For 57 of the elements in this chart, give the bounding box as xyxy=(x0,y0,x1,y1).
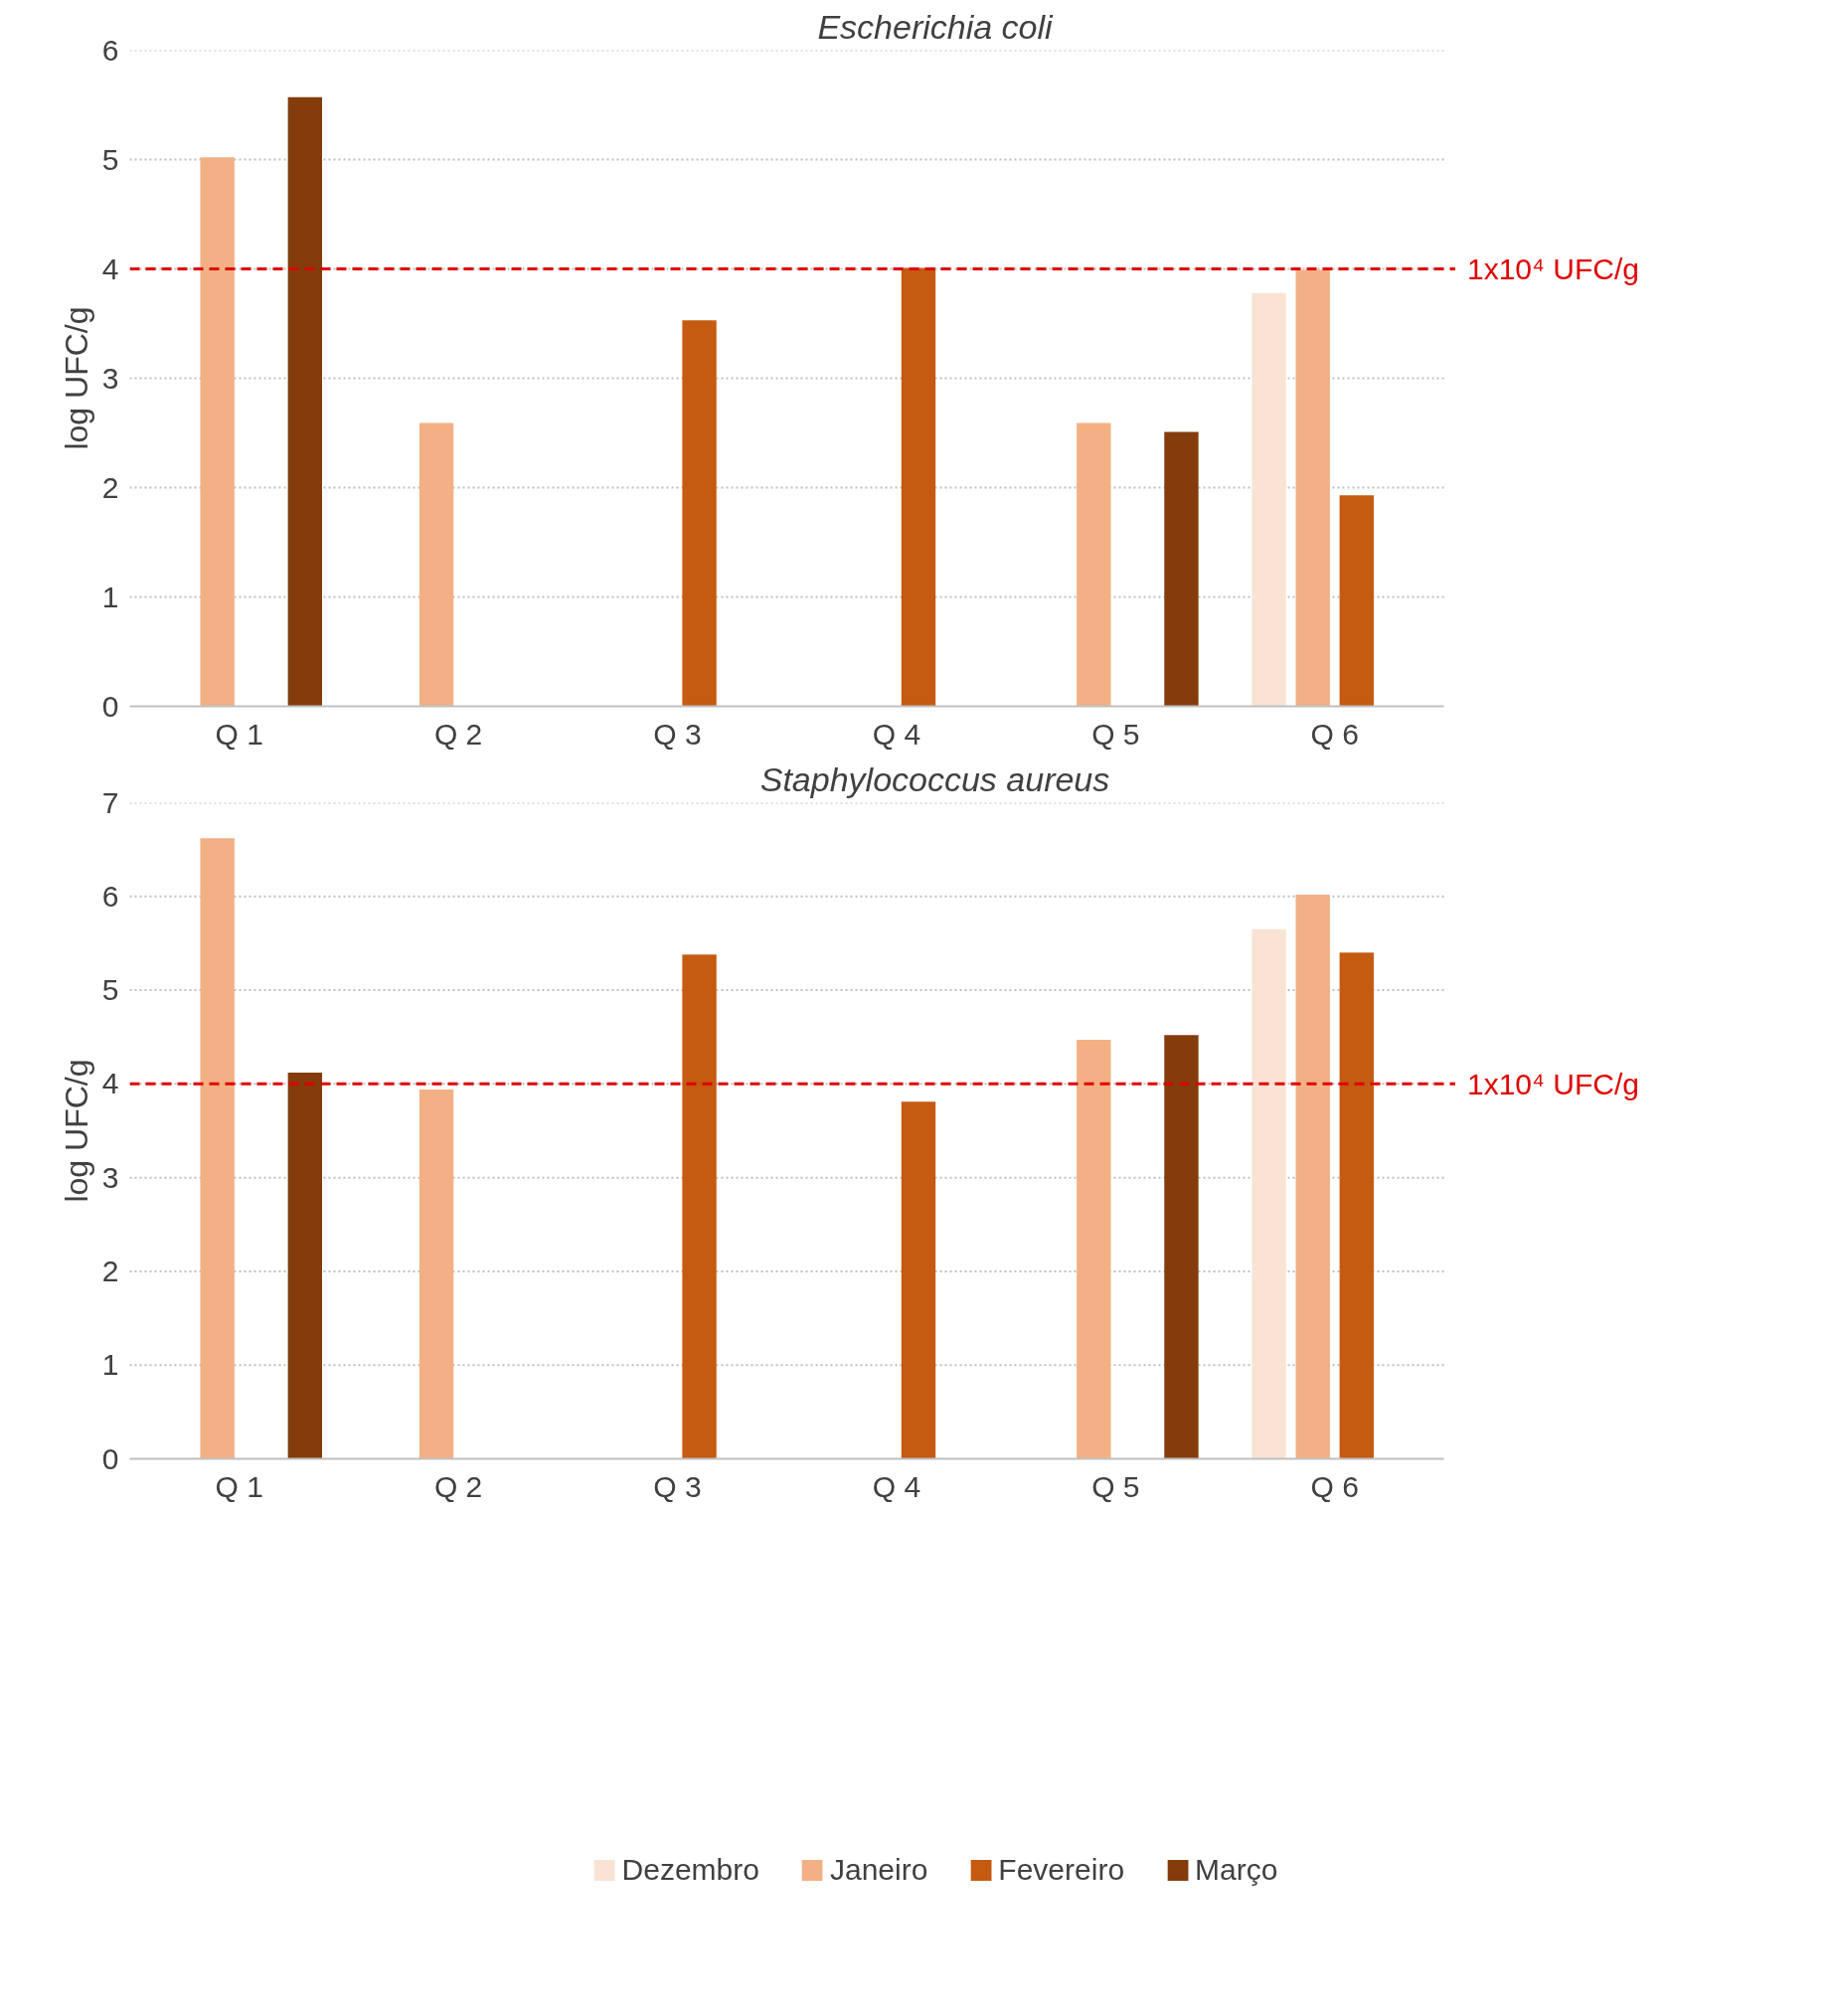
bar xyxy=(1251,292,1286,707)
x-tick-label: Q 2 xyxy=(433,1469,483,1503)
x-tick-label: Q 4 xyxy=(872,1469,921,1503)
y-tick-label: 3 xyxy=(101,1160,119,1194)
x-tick-label: Q 4 xyxy=(872,717,921,751)
y-axis-title: log UFC/g xyxy=(58,1059,94,1203)
y-tick-label: 4 xyxy=(101,252,119,285)
y-tick-label: 1 xyxy=(101,580,119,613)
bar xyxy=(901,1101,936,1459)
y-tick-label: 1 xyxy=(101,1348,119,1382)
y-tick-label: 4 xyxy=(101,1067,119,1100)
legend-label: Janeiro xyxy=(829,1852,928,1887)
y-tick-label: 2 xyxy=(101,1254,119,1287)
bar xyxy=(287,1073,323,1459)
bar xyxy=(200,157,235,707)
chart-title: Staphylococcus aureus xyxy=(759,759,1110,798)
legend-label: Março xyxy=(1195,1852,1278,1887)
y-tick-label: 5 xyxy=(101,973,119,1007)
y-tick-label: 2 xyxy=(101,470,119,504)
bar xyxy=(1251,928,1286,1459)
legend-label: Dezembro xyxy=(621,1852,759,1887)
x-tick-label: Q 3 xyxy=(653,1469,702,1503)
bar xyxy=(1339,495,1374,707)
x-tick-label: Q 5 xyxy=(1091,1469,1140,1503)
bar xyxy=(287,96,323,707)
y-tick-label: 6 xyxy=(101,879,119,913)
y-tick-label: 0 xyxy=(101,1441,119,1475)
y-axis-title: log UFC/g xyxy=(58,306,94,450)
bar xyxy=(1164,431,1199,707)
bar xyxy=(200,838,235,1459)
x-tick-label: Q 1 xyxy=(215,1469,263,1503)
x-tick-label: Q 5 xyxy=(1091,717,1140,751)
x-tick-label: Q 2 xyxy=(433,717,483,751)
y-tick-label: 0 xyxy=(101,689,119,723)
bar xyxy=(682,954,717,1459)
y-tick-label: 3 xyxy=(101,361,119,395)
ref-line-label: 1x10⁴ UFC/g xyxy=(1466,1067,1639,1100)
ref-line-label: 1x10⁴ UFC/g xyxy=(1466,252,1639,285)
bar xyxy=(1295,269,1330,707)
x-tick-label: Q 6 xyxy=(1310,717,1359,751)
y-tick-label: 5 xyxy=(101,142,119,176)
chart-title: Escherichia coli xyxy=(817,7,1055,46)
bar xyxy=(901,267,936,707)
bar xyxy=(1077,422,1111,707)
bar xyxy=(418,422,454,707)
bar xyxy=(1164,1035,1199,1459)
bar xyxy=(1295,894,1330,1459)
x-tick-label: Q 3 xyxy=(653,717,702,751)
legend-label: Fevereiro xyxy=(998,1852,1125,1887)
y-tick-label: 7 xyxy=(101,785,119,819)
bar xyxy=(418,1090,454,1459)
bar xyxy=(1339,952,1374,1459)
bar xyxy=(1077,1040,1111,1459)
y-tick-label: 6 xyxy=(101,33,119,67)
x-tick-label: Q 6 xyxy=(1310,1469,1359,1503)
x-tick-label: Q 1 xyxy=(215,717,263,751)
bar xyxy=(682,320,717,707)
